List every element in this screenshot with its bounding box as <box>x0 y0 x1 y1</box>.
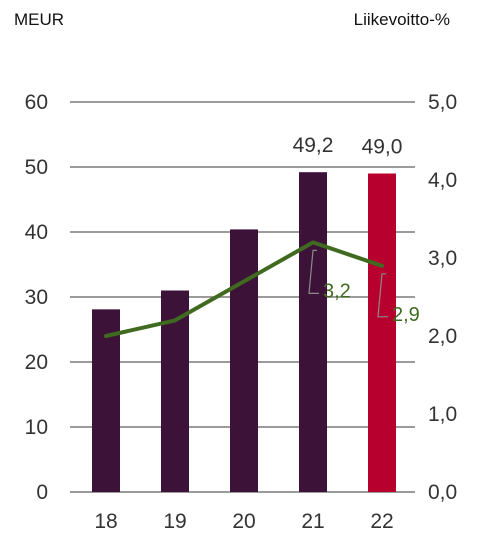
left-tick-label: 20 <box>25 351 48 374</box>
right-axis-ticks: 0,0 1,0 2,0 3,0 4,0 5,0 <box>428 91 457 504</box>
left-tick-label: 50 <box>25 156 48 179</box>
line-path <box>104 240 384 338</box>
x-tick-label: 19 <box>163 510 186 533</box>
data-label-leader <box>377 273 388 318</box>
line-series: 3,2 2,9 <box>104 240 420 338</box>
right-axis-unit: Liikevoitto-% <box>354 10 450 29</box>
right-tick-label: 1,0 <box>428 403 457 426</box>
bar <box>230 229 258 492</box>
bar-data-label: 49,0 <box>362 136 403 159</box>
bar <box>368 173 396 492</box>
x-tick-label: 21 <box>301 510 324 533</box>
bar <box>299 172 327 492</box>
bar-data-label: 49,2 <box>293 134 334 157</box>
line-data-label: 3,2 <box>323 280 351 302</box>
left-tick-label: 0 <box>36 481 48 504</box>
x-tick-label: 18 <box>94 510 117 533</box>
bar <box>92 309 120 492</box>
line-data-label: 2,9 <box>392 304 420 326</box>
x-axis-ticks: 18 19 20 21 22 <box>94 510 393 533</box>
left-tick-label: 40 <box>25 221 48 244</box>
right-tick-label: 0,0 <box>428 481 457 504</box>
x-tick-label: 20 <box>232 510 255 533</box>
bar-series: 49,2 49,0 <box>92 134 402 492</box>
left-tick-label: 60 <box>25 91 48 114</box>
right-tick-label: 4,0 <box>428 169 457 192</box>
left-tick-label: 10 <box>25 416 48 439</box>
right-tick-label: 3,0 <box>428 247 457 270</box>
data-label-leader <box>308 249 319 294</box>
left-axis-ticks: 0 10 20 30 40 50 60 <box>25 91 48 504</box>
x-tick-label: 22 <box>370 510 393 533</box>
left-axis-unit: MEUR <box>14 10 64 29</box>
left-tick-label: 30 <box>25 286 48 309</box>
right-tick-label: 2,0 <box>428 325 457 348</box>
right-tick-label: 5,0 <box>428 91 457 114</box>
